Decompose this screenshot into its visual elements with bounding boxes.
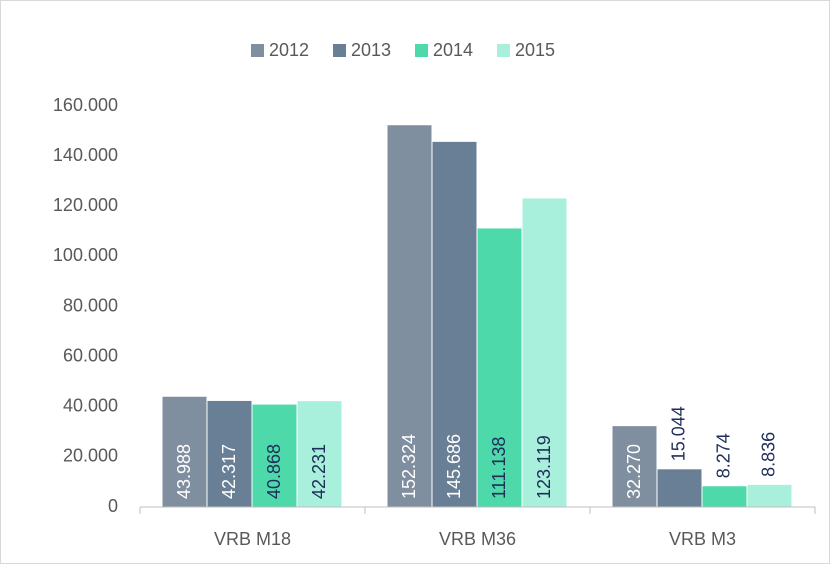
y-tick-label: 120.000 <box>53 195 118 215</box>
data-label: 8.836 <box>759 432 779 477</box>
y-tick-label: 60.000 <box>63 345 118 365</box>
data-label: 42.231 <box>309 444 329 499</box>
bar <box>477 228 522 507</box>
data-label: 8.274 <box>714 433 734 478</box>
bar <box>162 396 207 507</box>
y-tick-label: 0 <box>108 496 118 516</box>
data-label: 152.324 <box>399 434 419 499</box>
data-label: 42.317 <box>219 444 239 499</box>
y-tick-label: 100.000 <box>53 245 118 265</box>
y-tick-label: 20.000 <box>63 446 118 466</box>
legend-swatch <box>333 44 346 57</box>
bar <box>207 400 252 507</box>
data-label: 145.686 <box>444 434 464 499</box>
data-label: 15.044 <box>669 406 689 461</box>
data-label: 123.119 <box>534 435 554 499</box>
data-label: 111.138 <box>489 437 509 499</box>
y-tick-label: 40.000 <box>63 396 118 416</box>
bar <box>252 404 297 507</box>
y-tick-label: 140.000 <box>53 145 118 165</box>
legend-swatch <box>415 44 428 57</box>
bar <box>657 469 702 507</box>
bar <box>432 141 477 508</box>
legend-label: 2015 <box>515 40 555 60</box>
data-label: 32.270 <box>624 444 644 499</box>
data-label: 43.988 <box>174 444 194 499</box>
legend-label: 2013 <box>351 40 391 60</box>
legend-swatch <box>251 44 264 57</box>
legend-label: 2014 <box>433 40 473 60</box>
bar <box>747 484 792 507</box>
bar <box>297 401 342 507</box>
bar <box>387 125 432 507</box>
y-tick-label: 160.000 <box>53 95 118 115</box>
bar <box>702 486 747 507</box>
x-tick-label: VRB M36 <box>439 529 516 549</box>
x-tick-label: VRB M3 <box>669 529 736 549</box>
y-tick-label: 80.000 <box>63 295 118 315</box>
bar <box>522 198 567 508</box>
bar <box>612 426 657 507</box>
legend-label: 2012 <box>269 40 309 60</box>
data-label: 40.868 <box>264 444 284 499</box>
x-tick-label: VRB M18 <box>214 529 291 549</box>
legend-swatch <box>497 44 510 57</box>
